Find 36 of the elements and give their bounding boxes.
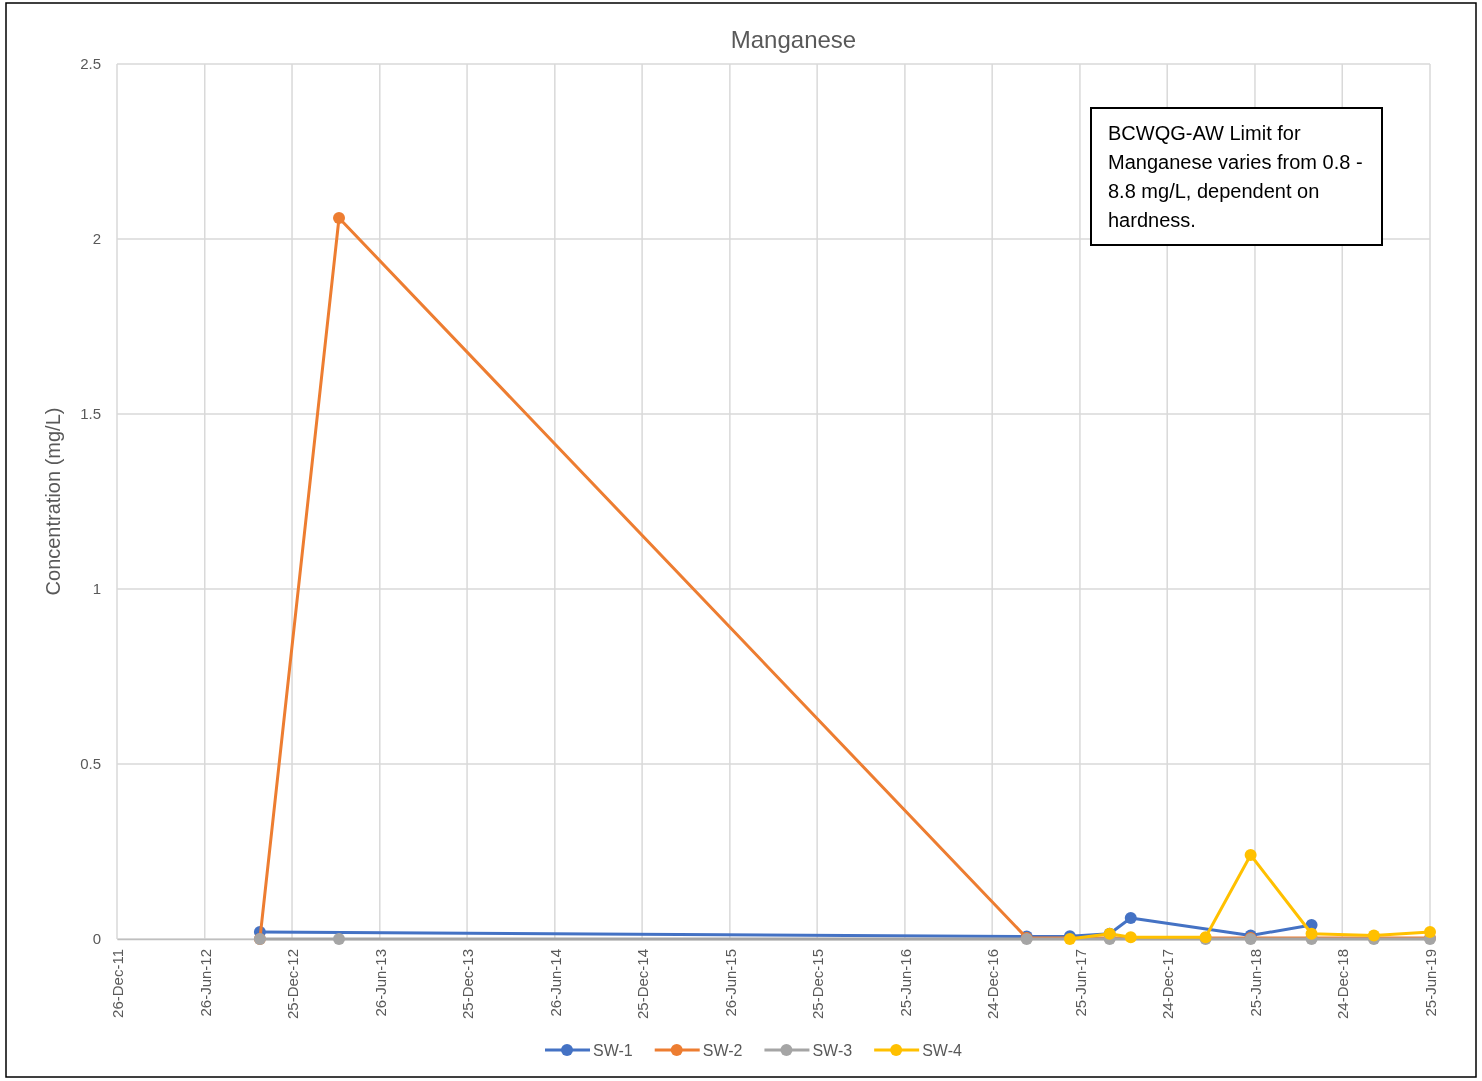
legend-label: SW-4: [922, 1042, 962, 1059]
y-tick-label: 0: [92, 930, 101, 948]
x-tick-label: 25-Jun-19: [1421, 949, 1439, 1017]
point: [1424, 926, 1436, 938]
y-tick-label: 2.5: [80, 55, 101, 73]
y-tick-label: 1: [92, 580, 101, 598]
x-tick-label: 25-Jun-17: [1071, 949, 1089, 1017]
legend-label: SW-3: [812, 1042, 853, 1059]
point: [1244, 849, 1257, 861]
point: [1124, 931, 1137, 944]
y-tick-label: 2: [92, 230, 101, 248]
x-tick-label: 25-Jun-18: [1246, 949, 1264, 1017]
y-tick-label: 0.5: [80, 755, 101, 773]
y-axis-title: Concentration (mg/L): [42, 407, 64, 596]
legend-label: SW-2: [702, 1042, 743, 1059]
point: [333, 933, 346, 945]
x-tick-label: 25-Dec-14: [633, 949, 651, 1020]
x-tick-label: 26-Jun-12: [196, 949, 214, 1017]
x-tick-label: 25-Jun-16: [896, 949, 914, 1017]
x-tick-label: 25-Dec-12: [283, 949, 301, 1020]
legend-label: SW-1: [593, 1042, 633, 1059]
x-tick-label: 26-Jun-13: [371, 949, 389, 1017]
point: [333, 212, 346, 224]
x-tick-label: 24-Dec-16: [983, 949, 1001, 1020]
annotation: BCWQG-AW Limit for Manganese varies from 0.8 - 8.8 mg/L, dependent on hardness.: [1090, 107, 1383, 246]
x-tick-label: 25-Dec-13: [458, 949, 476, 1020]
y-tick-label: 1.5: [80, 405, 101, 423]
point: [1305, 927, 1318, 940]
x-tick-label: 25-Dec-15: [808, 949, 826, 1020]
point: [1124, 912, 1137, 924]
x-tick-label: 26-Jun-14: [546, 949, 564, 1017]
x-tick-label: 24-Dec-17: [1158, 949, 1176, 1020]
chart-title: Manganese: [730, 26, 857, 53]
x-tick-label: 26-Jun-15: [721, 949, 739, 1017]
x-tick-label: 24-Dec-18: [1333, 949, 1351, 1020]
x-tick-label: 26-Dec-11: [108, 949, 126, 1018]
